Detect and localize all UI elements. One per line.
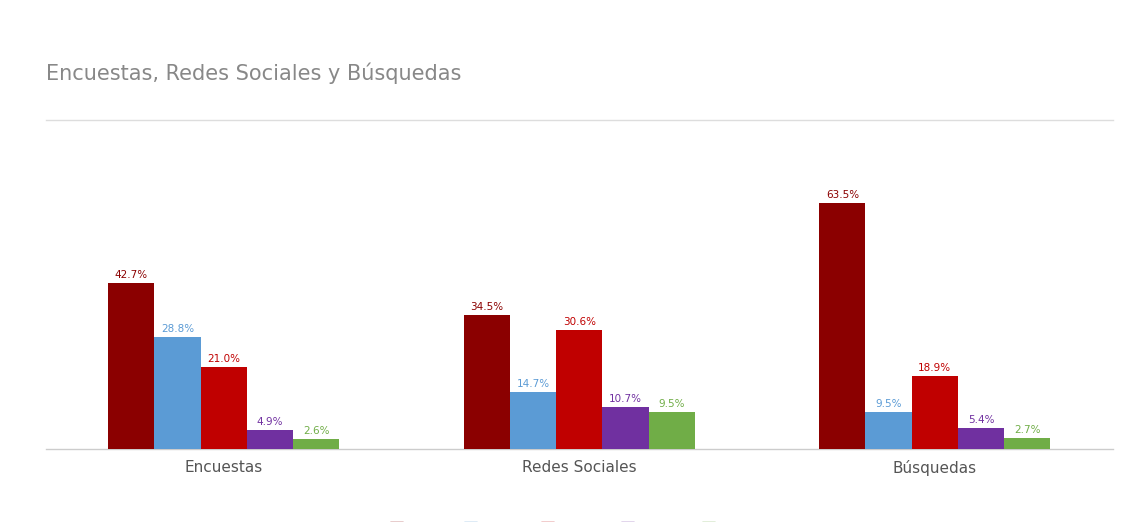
Bar	[912, 376, 958, 449]
Bar	[819, 203, 866, 449]
Bar	[155, 337, 201, 449]
Text: Encuestas, Redes Sociales y Búsquedas: Encuestas, Redes Sociales y Búsquedas	[46, 63, 461, 84]
Text: 9.5%: 9.5%	[875, 399, 902, 409]
Text: 42.7%: 42.7%	[115, 270, 148, 280]
Bar	[556, 330, 602, 449]
Text: 18.9%: 18.9%	[919, 363, 951, 373]
Bar	[463, 315, 510, 449]
Text: 5.4%: 5.4%	[968, 415, 994, 425]
Text: 14.7%: 14.7%	[516, 379, 549, 389]
Text: 21.0%: 21.0%	[208, 354, 240, 364]
Text: 63.5%: 63.5%	[826, 189, 859, 199]
Text: 10.7%: 10.7%	[609, 394, 642, 405]
Text: 28.8%: 28.8%	[161, 324, 194, 334]
Bar	[602, 408, 648, 449]
Bar	[108, 283, 155, 449]
Legend: AMLO, Anaya, Meade, Zavala, Bronco: AMLO, Anaya, Meade, Zavala, Bronco	[385, 516, 773, 522]
Text: 34.5%: 34.5%	[470, 302, 504, 312]
Bar	[201, 367, 247, 449]
Bar	[866, 412, 912, 449]
Text: 9.5%: 9.5%	[658, 399, 685, 409]
Bar	[247, 430, 292, 449]
Text: 2.7%: 2.7%	[1014, 425, 1040, 435]
Bar	[648, 412, 695, 449]
Text: 4.9%: 4.9%	[257, 417, 283, 427]
Bar	[292, 439, 340, 449]
Text: 30.6%: 30.6%	[563, 317, 595, 327]
Bar	[510, 392, 556, 449]
Text: 2.6%: 2.6%	[303, 426, 329, 436]
Bar	[1004, 438, 1051, 449]
Bar	[958, 428, 1004, 449]
